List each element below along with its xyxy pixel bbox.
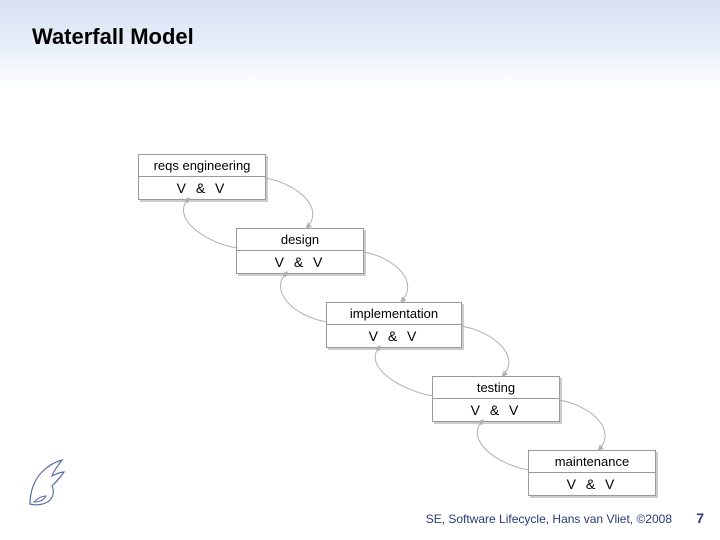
- stage-label: reqs engineering: [139, 155, 265, 177]
- stage-label: maintenance: [529, 451, 655, 473]
- stage-vv-label: V & V: [327, 325, 461, 347]
- stage-box-3: testingV & V: [432, 376, 560, 422]
- stage-label: design: [237, 229, 363, 251]
- griffin-logo-icon: [24, 452, 72, 510]
- stage-vv-label: V & V: [433, 399, 559, 421]
- stage-box-2: implementationV & V: [326, 302, 462, 348]
- stage-vv-label: V & V: [237, 251, 363, 273]
- stage-vv-label: V & V: [529, 473, 655, 495]
- stage-box-4: maintenanceV & V: [528, 450, 656, 496]
- stage-box-0: reqs engineeringV & V: [138, 154, 266, 200]
- stage-box-1: designV & V: [236, 228, 364, 274]
- footer-text: SE, Software Lifecycle, Hans van Vliet, …: [426, 512, 672, 526]
- page-title: Waterfall Model: [32, 24, 194, 50]
- stage-label: implementation: [327, 303, 461, 325]
- page-number: 7: [696, 510, 704, 526]
- stage-vv-label: V & V: [139, 177, 265, 199]
- stage-label: testing: [433, 377, 559, 399]
